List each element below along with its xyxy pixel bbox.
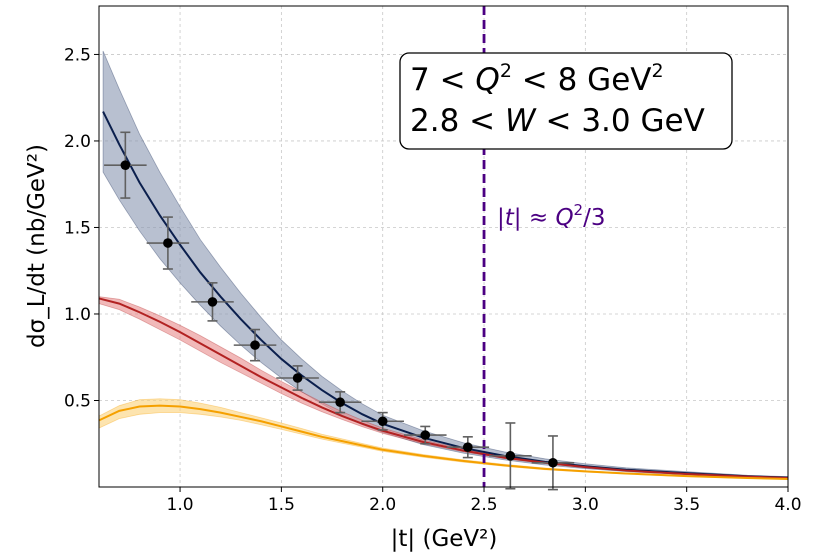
annotation-line-2: 2.8 < W < 3.0 GeV [410, 103, 705, 139]
red-curve-band [98, 296, 789, 479]
curves [98, 111, 789, 481]
x-tick-label: 1.0 [167, 495, 194, 515]
data-point [420, 430, 431, 440]
y-tick-label: 1.0 [64, 305, 91, 325]
data-points [104, 131, 575, 491]
data-point [335, 397, 345, 408]
y-tick-label: 2.0 [64, 132, 91, 152]
orange-curve-line [98, 404, 789, 481]
y-tick-label: 1.5 [64, 218, 91, 238]
data-point [292, 373, 303, 383]
data-point [505, 451, 516, 461]
x-tick-label: 1.5 [268, 495, 295, 515]
data-point [463, 442, 473, 453]
data-point [163, 238, 173, 248]
red-curve-line [98, 297, 789, 480]
y-tick-label: 2.5 [64, 45, 91, 65]
x-tick-label: 2.5 [471, 495, 498, 515]
x-tick-label: 3.0 [572, 495, 599, 515]
x-axis-label: |t| (GeV²) [391, 526, 498, 552]
y-axis-label: dσ_L/dt (nb/GeV²) [24, 144, 50, 348]
x-tick-label: 3.5 [673, 495, 700, 515]
data-point [250, 340, 260, 350]
x-tick-label: 2.0 [369, 495, 396, 515]
plot-frame [98, 5, 789, 488]
vline-label: |t| ≈ Q2/3 [497, 201, 605, 231]
annotation-box: 7 < Q2 < 8 GeV2 2.8 < W < 3.0 GeV [399, 52, 733, 150]
annotation-line-1: 7 < Q2 < 8 GeV2 [410, 60, 664, 98]
data-point [207, 297, 218, 307]
data-point [120, 160, 131, 170]
data-point [377, 416, 388, 427]
data-point [548, 457, 558, 468]
x-tick-label: 4.0 [774, 495, 801, 515]
ticks: 1.0 1.5 2.0 2.5 3.0 3.5 4.0 0.5 1.0 1.5 2.0 2.5 [64, 45, 802, 515]
y-tick-label: 0.5 [64, 391, 91, 411]
